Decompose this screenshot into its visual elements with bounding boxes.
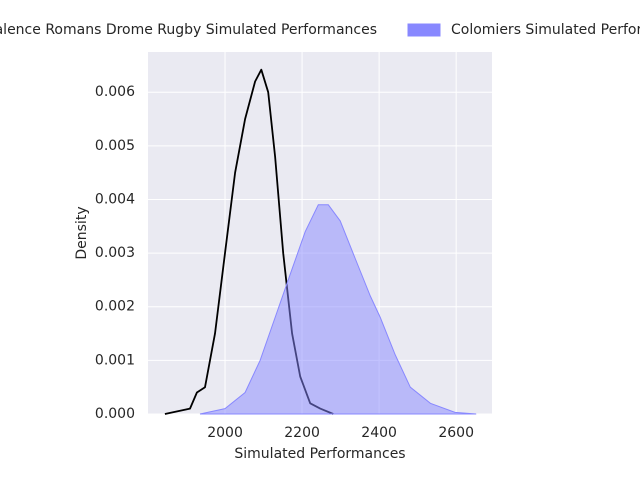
y-axis-label: Density bbox=[74, 206, 90, 259]
x-tick-label: 2200 bbox=[284, 425, 320, 441]
x-tick-label: 2000 bbox=[207, 425, 243, 441]
y-tick-label: 0.002 bbox=[95, 299, 135, 315]
x-axis-label: Simulated Performances bbox=[234, 446, 405, 462]
y-tick-label: 0.001 bbox=[95, 352, 135, 368]
legend-label: Colomiers Simulated Performances bbox=[451, 22, 640, 38]
density-area bbox=[199, 204, 477, 415]
x-tick-label: 2600 bbox=[438, 425, 474, 441]
x-tick-label: 2400 bbox=[361, 425, 397, 441]
y-tick-label: 0.005 bbox=[95, 138, 135, 154]
y-tick-label: 0.000 bbox=[95, 406, 135, 422]
legend-label: Valence Romans Drome Rugby Simulated Per… bbox=[0, 22, 377, 38]
y-tick-label: 0.004 bbox=[95, 191, 135, 207]
legend-swatch bbox=[407, 23, 441, 37]
y-tick-label: 0.003 bbox=[95, 245, 135, 261]
y-tick-label: 0.006 bbox=[95, 84, 135, 100]
